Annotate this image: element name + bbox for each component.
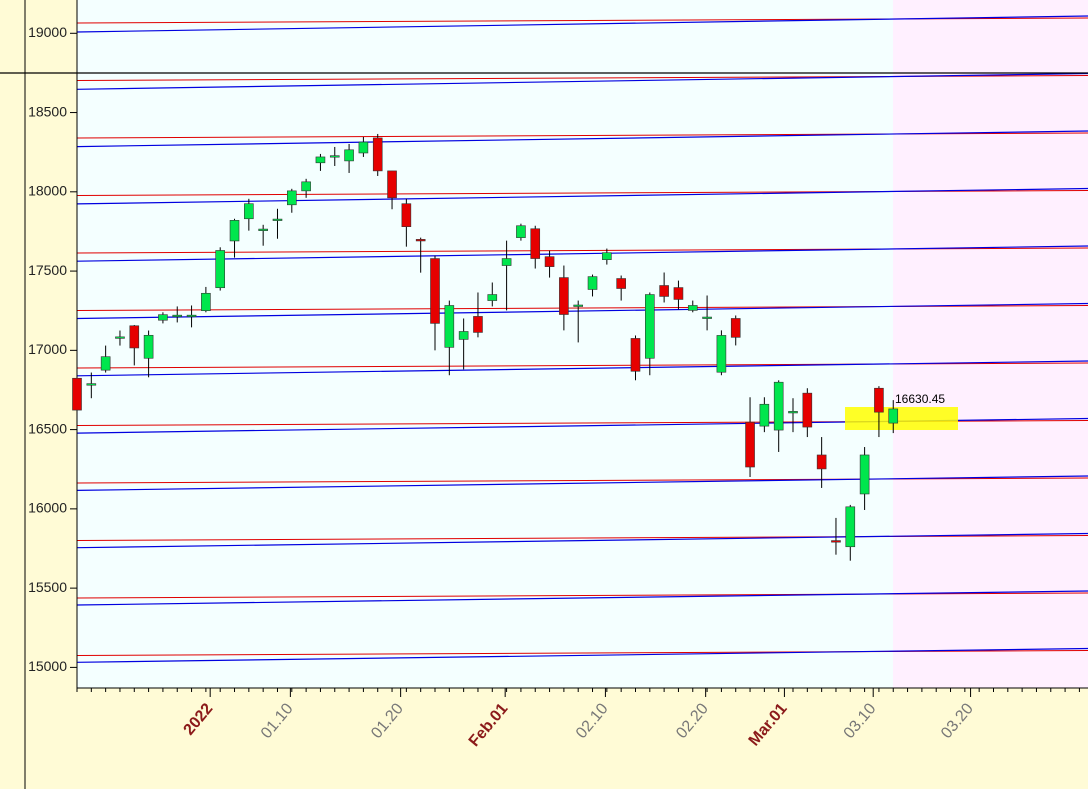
candle-body	[573, 304, 584, 307]
candle-body	[516, 225, 526, 238]
blue-channel	[76, 302, 1088, 320]
candle-body	[773, 381, 784, 431]
candle-body	[501, 258, 512, 266]
candle-body	[745, 421, 755, 468]
y-tick-label: 18000	[28, 183, 67, 199]
candle-body	[616, 278, 626, 289]
candle-body	[473, 316, 483, 333]
candle-body	[229, 220, 240, 242]
channel-lines	[76, 15, 1088, 663]
blue-channel	[76, 72, 1088, 90]
candle-body	[72, 377, 82, 411]
candle-body	[100, 356, 111, 371]
blue-channel	[76, 15, 1088, 33]
candle-body	[301, 181, 311, 192]
candle-body	[329, 155, 340, 158]
plot-area	[77, 0, 893, 688]
candle-body	[487, 294, 498, 301]
candle-body	[172, 314, 183, 317]
candle-body	[630, 338, 641, 372]
candle-body	[788, 411, 798, 414]
blue-channel	[76, 187, 1088, 205]
blue-channel	[76, 245, 1088, 262]
candle-body	[201, 292, 211, 312]
candle-body	[387, 170, 397, 199]
candle-body	[372, 137, 383, 172]
candle-body	[673, 287, 684, 300]
candle-body	[415, 239, 426, 242]
candle-body	[530, 228, 541, 259]
y-tick-label: 18500	[28, 103, 67, 119]
candle-body	[258, 228, 268, 231]
candle-body	[859, 454, 870, 495]
last-price-label: 16630.45	[895, 392, 945, 406]
candle-body	[458, 331, 469, 340]
candle-body	[143, 334, 154, 359]
blue-channel	[76, 130, 1088, 148]
candle-body	[544, 256, 555, 267]
candle-body	[129, 325, 140, 349]
y-tick-label: 17500	[28, 262, 67, 278]
candle-body	[888, 408, 899, 424]
y-tick-label: 19000	[28, 24, 67, 40]
blue-channel	[76, 590, 1088, 606]
candle-body	[444, 305, 455, 348]
candle-body	[845, 506, 856, 548]
candle-body	[645, 294, 655, 359]
candle-body	[401, 203, 412, 227]
candle-body	[716, 335, 727, 373]
blue-channel	[76, 475, 1088, 491]
candle-body	[272, 218, 283, 221]
candle-body	[186, 314, 197, 317]
candle-body	[344, 149, 354, 162]
candle-body	[287, 190, 297, 206]
candle-body	[559, 277, 569, 315]
candle-body	[244, 203, 254, 220]
candle-body	[158, 314, 168, 321]
y-tick-label: 17000	[28, 341, 67, 357]
candle-body	[831, 540, 841, 543]
candle-body	[816, 454, 827, 470]
highlight-box	[845, 407, 958, 430]
candle-body	[759, 403, 770, 427]
candle-body	[802, 392, 813, 428]
blue-channel	[76, 360, 1088, 377]
y-tick-label: 15000	[28, 658, 67, 674]
candle-body	[86, 383, 97, 386]
candle-body	[659, 285, 669, 297]
candle-body	[315, 156, 326, 164]
candle-body	[730, 318, 741, 338]
candle-body	[687, 305, 698, 311]
candle-body	[702, 316, 712, 319]
candle-body	[115, 336, 125, 339]
blue-channel	[76, 532, 1088, 549]
y-tick-label: 15500	[28, 579, 67, 595]
candle-body	[358, 141, 369, 154]
candle-body	[215, 250, 226, 289]
candle-body	[430, 258, 440, 324]
future-area	[893, 0, 1088, 688]
y-tick-label: 16000	[28, 500, 67, 516]
blue-channel	[76, 647, 1088, 663]
y-tick-label: 16500	[28, 420, 67, 436]
candle-body	[874, 387, 884, 413]
candle-body	[587, 276, 598, 290]
candle-body	[602, 252, 612, 260]
